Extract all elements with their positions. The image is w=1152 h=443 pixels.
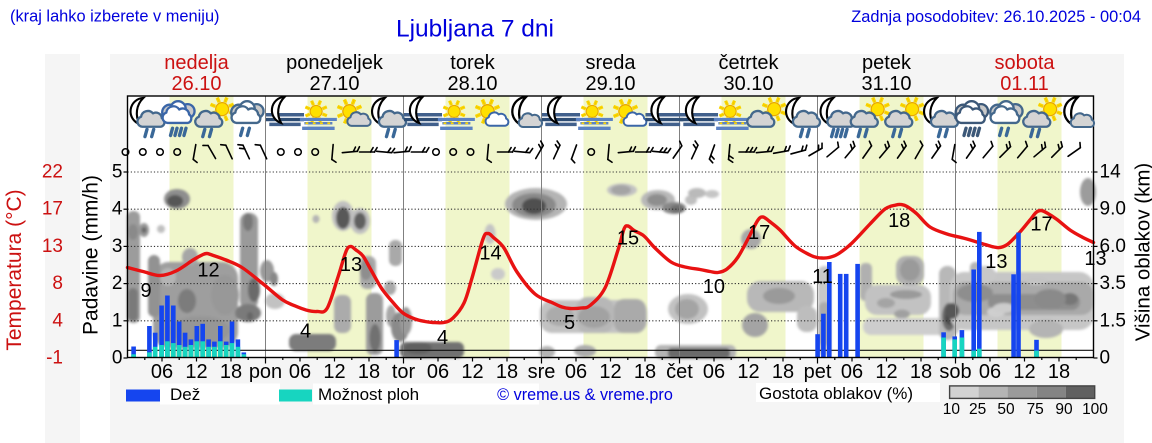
svg-text:Gostota oblakov (%): Gostota oblakov (%)	[759, 384, 913, 403]
svg-text:14: 14	[479, 243, 501, 265]
svg-text:26.10: 26.10	[171, 73, 221, 95]
svg-text:tor: tor	[392, 361, 416, 383]
svg-text:90: 90	[1055, 401, 1073, 418]
svg-text:100: 100	[1082, 401, 1108, 418]
svg-text:4: 4	[112, 199, 123, 220]
svg-text:13: 13	[42, 236, 63, 257]
svg-text:četrtek: četrtek	[718, 52, 779, 74]
svg-text:25: 25	[969, 401, 986, 418]
svg-text:Dež: Dež	[170, 385, 200, 404]
svg-text:Zadnja posodobitev: 26.10.2025: Zadnja posodobitev: 26.10.2025 - 00:04	[851, 8, 1141, 26]
svg-text:27.10: 27.10	[309, 73, 359, 95]
svg-text:11: 11	[812, 266, 833, 288]
svg-text:© vreme.us & vreme.pro: © vreme.us & vreme.pro	[497, 386, 673, 404]
svg-text:13: 13	[1084, 248, 1106, 270]
svg-text:8: 8	[52, 273, 63, 294]
svg-text:sob: sob	[939, 361, 971, 383]
svg-text:Temperatura (°C): Temperatura (°C)	[3, 189, 26, 350]
svg-text:12: 12	[197, 260, 219, 282]
svg-text:2: 2	[112, 273, 123, 294]
svg-text:28.10: 28.10	[447, 73, 497, 95]
svg-text:30.10: 30.10	[723, 73, 773, 95]
svg-text:pon: pon	[249, 361, 282, 383]
svg-text:sobota: sobota	[994, 52, 1055, 74]
svg-text:10: 10	[703, 276, 725, 298]
svg-text:12: 12	[185, 361, 207, 383]
svg-text:ponedeljek: ponedeljek	[286, 52, 384, 74]
svg-text:31.10: 31.10	[861, 73, 911, 95]
svg-text:5: 5	[112, 162, 123, 183]
svg-text:17: 17	[42, 199, 63, 220]
svg-text:6.0: 6.0	[1100, 236, 1126, 257]
svg-text:06: 06	[841, 361, 863, 383]
svg-text:9: 9	[140, 280, 151, 302]
svg-text:0: 0	[112, 348, 123, 369]
svg-text:29.10: 29.10	[585, 73, 635, 95]
svg-text:18: 18	[634, 361, 656, 383]
svg-text:12: 12	[599, 361, 621, 383]
svg-text:06: 06	[427, 361, 449, 383]
svg-text:06: 06	[289, 361, 311, 383]
svg-text:petek: petek	[862, 52, 912, 74]
svg-text:Višina oblakov (km): Višina oblakov (km)	[1132, 163, 1152, 342]
svg-text:13: 13	[340, 254, 362, 276]
svg-text:18: 18	[220, 361, 242, 383]
svg-text:18: 18	[910, 361, 932, 383]
svg-text:torek: torek	[450, 52, 495, 74]
svg-text:17: 17	[748, 222, 770, 244]
svg-text:sreda: sreda	[585, 52, 636, 74]
svg-text:18: 18	[772, 361, 794, 383]
svg-text:Ljubljana 7 dni: Ljubljana 7 dni	[396, 16, 554, 43]
svg-text:12: 12	[323, 361, 345, 383]
svg-text:12: 12	[875, 361, 897, 383]
svg-text:10: 10	[943, 401, 961, 418]
svg-text:75: 75	[1027, 401, 1044, 418]
svg-text:12: 12	[737, 361, 759, 383]
svg-text:(kraj lahko izberete v meniju): (kraj lahko izberete v meniju)	[10, 8, 220, 26]
svg-text:1.5: 1.5	[1100, 310, 1126, 331]
svg-text:Možnost ploh: Možnost ploh	[318, 385, 419, 404]
svg-text:pet: pet	[804, 361, 832, 383]
svg-text:sre: sre	[528, 361, 556, 383]
svg-text:9.0: 9.0	[1100, 199, 1126, 220]
svg-text:18: 18	[358, 361, 380, 383]
svg-text:18: 18	[496, 361, 518, 383]
svg-text:15: 15	[617, 227, 639, 249]
svg-text:22: 22	[42, 162, 63, 183]
svg-text:12: 12	[1013, 361, 1035, 383]
svg-text:čet: čet	[666, 361, 693, 383]
svg-text:nedelja: nedelja	[164, 52, 229, 74]
svg-text:06: 06	[703, 361, 725, 383]
svg-text:4: 4	[437, 327, 448, 349]
svg-text:3.5: 3.5	[1100, 273, 1126, 294]
svg-text:18: 18	[1048, 361, 1070, 383]
svg-text:13: 13	[985, 251, 1007, 273]
svg-text:3: 3	[112, 236, 123, 257]
svg-text:5: 5	[564, 312, 575, 334]
svg-text:4: 4	[52, 310, 63, 331]
svg-text:12: 12	[461, 361, 483, 383]
svg-text:-1: -1	[46, 348, 63, 369]
svg-text:1: 1	[112, 310, 123, 331]
svg-text:01.11: 01.11	[1000, 73, 1049, 95]
svg-text:17: 17	[1030, 214, 1052, 236]
svg-text:50: 50	[997, 401, 1015, 418]
svg-text:06: 06	[151, 361, 173, 383]
svg-text:4: 4	[300, 321, 311, 343]
svg-text:14: 14	[1100, 162, 1122, 183]
svg-text:06: 06	[565, 361, 587, 383]
svg-text:18: 18	[888, 210, 910, 232]
svg-text:06: 06	[979, 361, 1001, 383]
svg-text:0: 0	[1100, 348, 1111, 369]
svg-text:Padavine (mm/h): Padavine (mm/h)	[80, 175, 103, 335]
